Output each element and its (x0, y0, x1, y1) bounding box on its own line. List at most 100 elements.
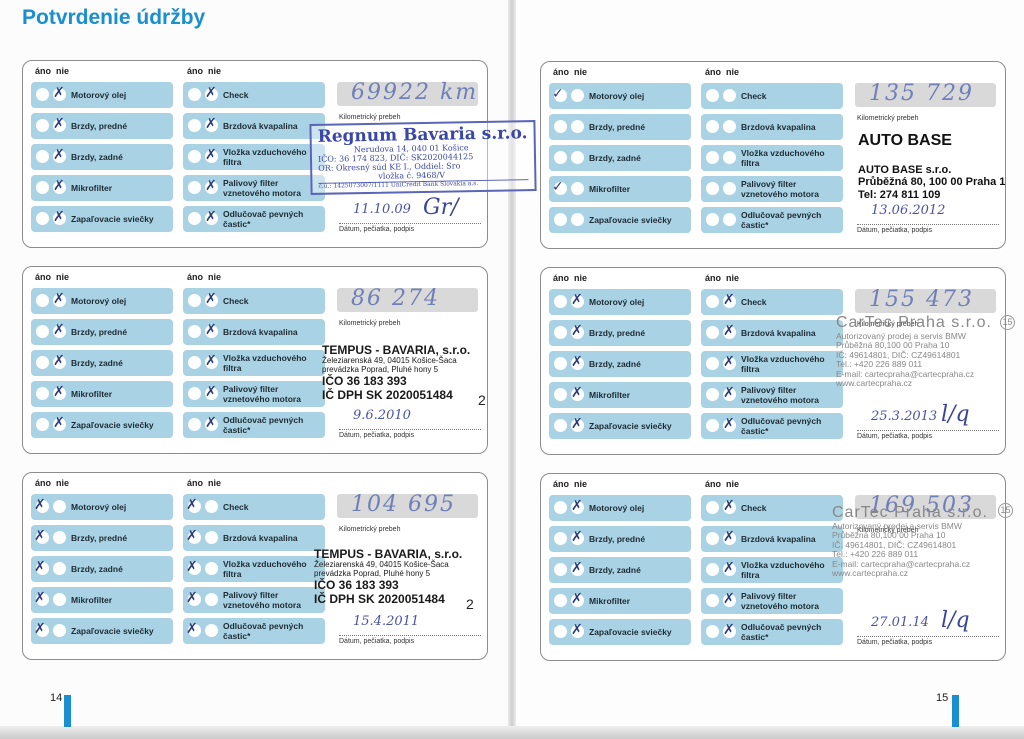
yes-checkbox[interactable] (36, 593, 49, 606)
yes-checkbox[interactable] (188, 88, 201, 101)
yes-checkbox[interactable] (706, 357, 719, 370)
no-checkbox[interactable] (205, 500, 218, 513)
no-checkbox[interactable] (53, 294, 66, 307)
yes-checkbox[interactable] (706, 151, 719, 164)
no-checkbox[interactable] (205, 150, 218, 163)
mileage-box[interactable]: 69922 km (337, 80, 478, 106)
yes-checkbox[interactable] (188, 212, 201, 225)
no-checkbox[interactable] (571, 388, 584, 401)
no-checkbox[interactable] (53, 356, 66, 369)
yes-checkbox[interactable] (706, 625, 719, 638)
no-checkbox[interactable] (53, 119, 66, 132)
yes-checkbox[interactable] (706, 501, 719, 514)
yes-checkbox[interactable] (36, 181, 49, 194)
no-checkbox[interactable] (571, 182, 584, 195)
yes-checkbox[interactable] (706, 388, 719, 401)
yes-checkbox[interactable] (188, 500, 201, 513)
no-checkbox[interactable] (571, 501, 584, 514)
yes-checkbox[interactable] (706, 563, 719, 576)
yes-checkbox[interactable] (188, 593, 201, 606)
yes-checkbox[interactable] (706, 419, 719, 432)
no-checkbox[interactable] (723, 625, 736, 638)
no-checkbox[interactable] (723, 501, 736, 514)
no-checkbox[interactable] (205, 88, 218, 101)
yes-checkbox[interactable] (554, 388, 567, 401)
no-checkbox[interactable] (571, 213, 584, 226)
no-checkbox[interactable] (53, 624, 66, 637)
yes-checkbox[interactable] (36, 418, 49, 431)
yes-checkbox[interactable] (554, 213, 567, 226)
yes-checkbox[interactable] (554, 357, 567, 370)
yes-checkbox[interactable] (706, 89, 719, 102)
no-checkbox[interactable] (53, 531, 66, 544)
no-checkbox[interactable] (571, 326, 584, 339)
yes-checkbox[interactable] (188, 624, 201, 637)
no-checkbox[interactable] (53, 150, 66, 163)
no-checkbox[interactable] (53, 418, 66, 431)
yes-checkbox[interactable] (554, 182, 567, 195)
yes-checkbox[interactable] (554, 89, 567, 102)
yes-checkbox[interactable] (36, 88, 49, 101)
yes-checkbox[interactable] (188, 294, 201, 307)
no-checkbox[interactable] (205, 181, 218, 194)
no-checkbox[interactable] (723, 388, 736, 401)
yes-checkbox[interactable] (706, 295, 719, 308)
yes-checkbox[interactable] (36, 119, 49, 132)
no-checkbox[interactable] (53, 562, 66, 575)
no-checkbox[interactable] (205, 212, 218, 225)
yes-checkbox[interactable] (554, 120, 567, 133)
no-checkbox[interactable] (723, 151, 736, 164)
yes-checkbox[interactable] (36, 212, 49, 225)
no-checkbox[interactable] (723, 594, 736, 607)
yes-checkbox[interactable] (36, 531, 49, 544)
no-checkbox[interactable] (571, 357, 584, 370)
yes-checkbox[interactable] (188, 562, 201, 575)
no-checkbox[interactable] (205, 325, 218, 338)
yes-checkbox[interactable] (554, 151, 567, 164)
no-checkbox[interactable] (53, 212, 66, 225)
no-checkbox[interactable] (53, 88, 66, 101)
yes-checkbox[interactable] (554, 594, 567, 607)
yes-checkbox[interactable] (36, 500, 49, 513)
no-checkbox[interactable] (53, 500, 66, 513)
yes-checkbox[interactable] (188, 119, 201, 132)
yes-checkbox[interactable] (706, 326, 719, 339)
no-checkbox[interactable] (53, 593, 66, 606)
no-checkbox[interactable] (53, 387, 66, 400)
mileage-box[interactable]: 169 503 (855, 493, 996, 519)
yes-checkbox[interactable] (36, 562, 49, 575)
yes-checkbox[interactable] (188, 531, 201, 544)
yes-checkbox[interactable] (188, 356, 201, 369)
no-checkbox[interactable] (723, 563, 736, 576)
no-checkbox[interactable] (571, 532, 584, 545)
no-checkbox[interactable] (205, 119, 218, 132)
no-checkbox[interactable] (571, 625, 584, 638)
yes-checkbox[interactable] (706, 594, 719, 607)
yes-checkbox[interactable] (188, 418, 201, 431)
no-checkbox[interactable] (723, 89, 736, 102)
yes-checkbox[interactable] (706, 182, 719, 195)
mileage-box[interactable]: 135 729 (855, 81, 996, 107)
yes-checkbox[interactable] (36, 150, 49, 163)
no-checkbox[interactable] (723, 295, 736, 308)
yes-checkbox[interactable] (554, 419, 567, 432)
mileage-box[interactable]: 104 695 (337, 492, 478, 518)
yes-checkbox[interactable] (188, 387, 201, 400)
yes-checkbox[interactable] (554, 532, 567, 545)
yes-checkbox[interactable] (188, 150, 201, 163)
no-checkbox[interactable] (205, 387, 218, 400)
no-checkbox[interactable] (205, 531, 218, 544)
yes-checkbox[interactable] (36, 325, 49, 338)
yes-checkbox[interactable] (554, 563, 567, 576)
yes-checkbox[interactable] (706, 213, 719, 226)
no-checkbox[interactable] (205, 624, 218, 637)
no-checkbox[interactable] (571, 563, 584, 576)
mileage-box[interactable]: 86 274 (337, 286, 478, 312)
no-checkbox[interactable] (723, 182, 736, 195)
no-checkbox[interactable] (723, 357, 736, 370)
yes-checkbox[interactable] (36, 356, 49, 369)
no-checkbox[interactable] (571, 120, 584, 133)
yes-checkbox[interactable] (554, 501, 567, 514)
no-checkbox[interactable] (53, 325, 66, 338)
no-checkbox[interactable] (205, 356, 218, 369)
